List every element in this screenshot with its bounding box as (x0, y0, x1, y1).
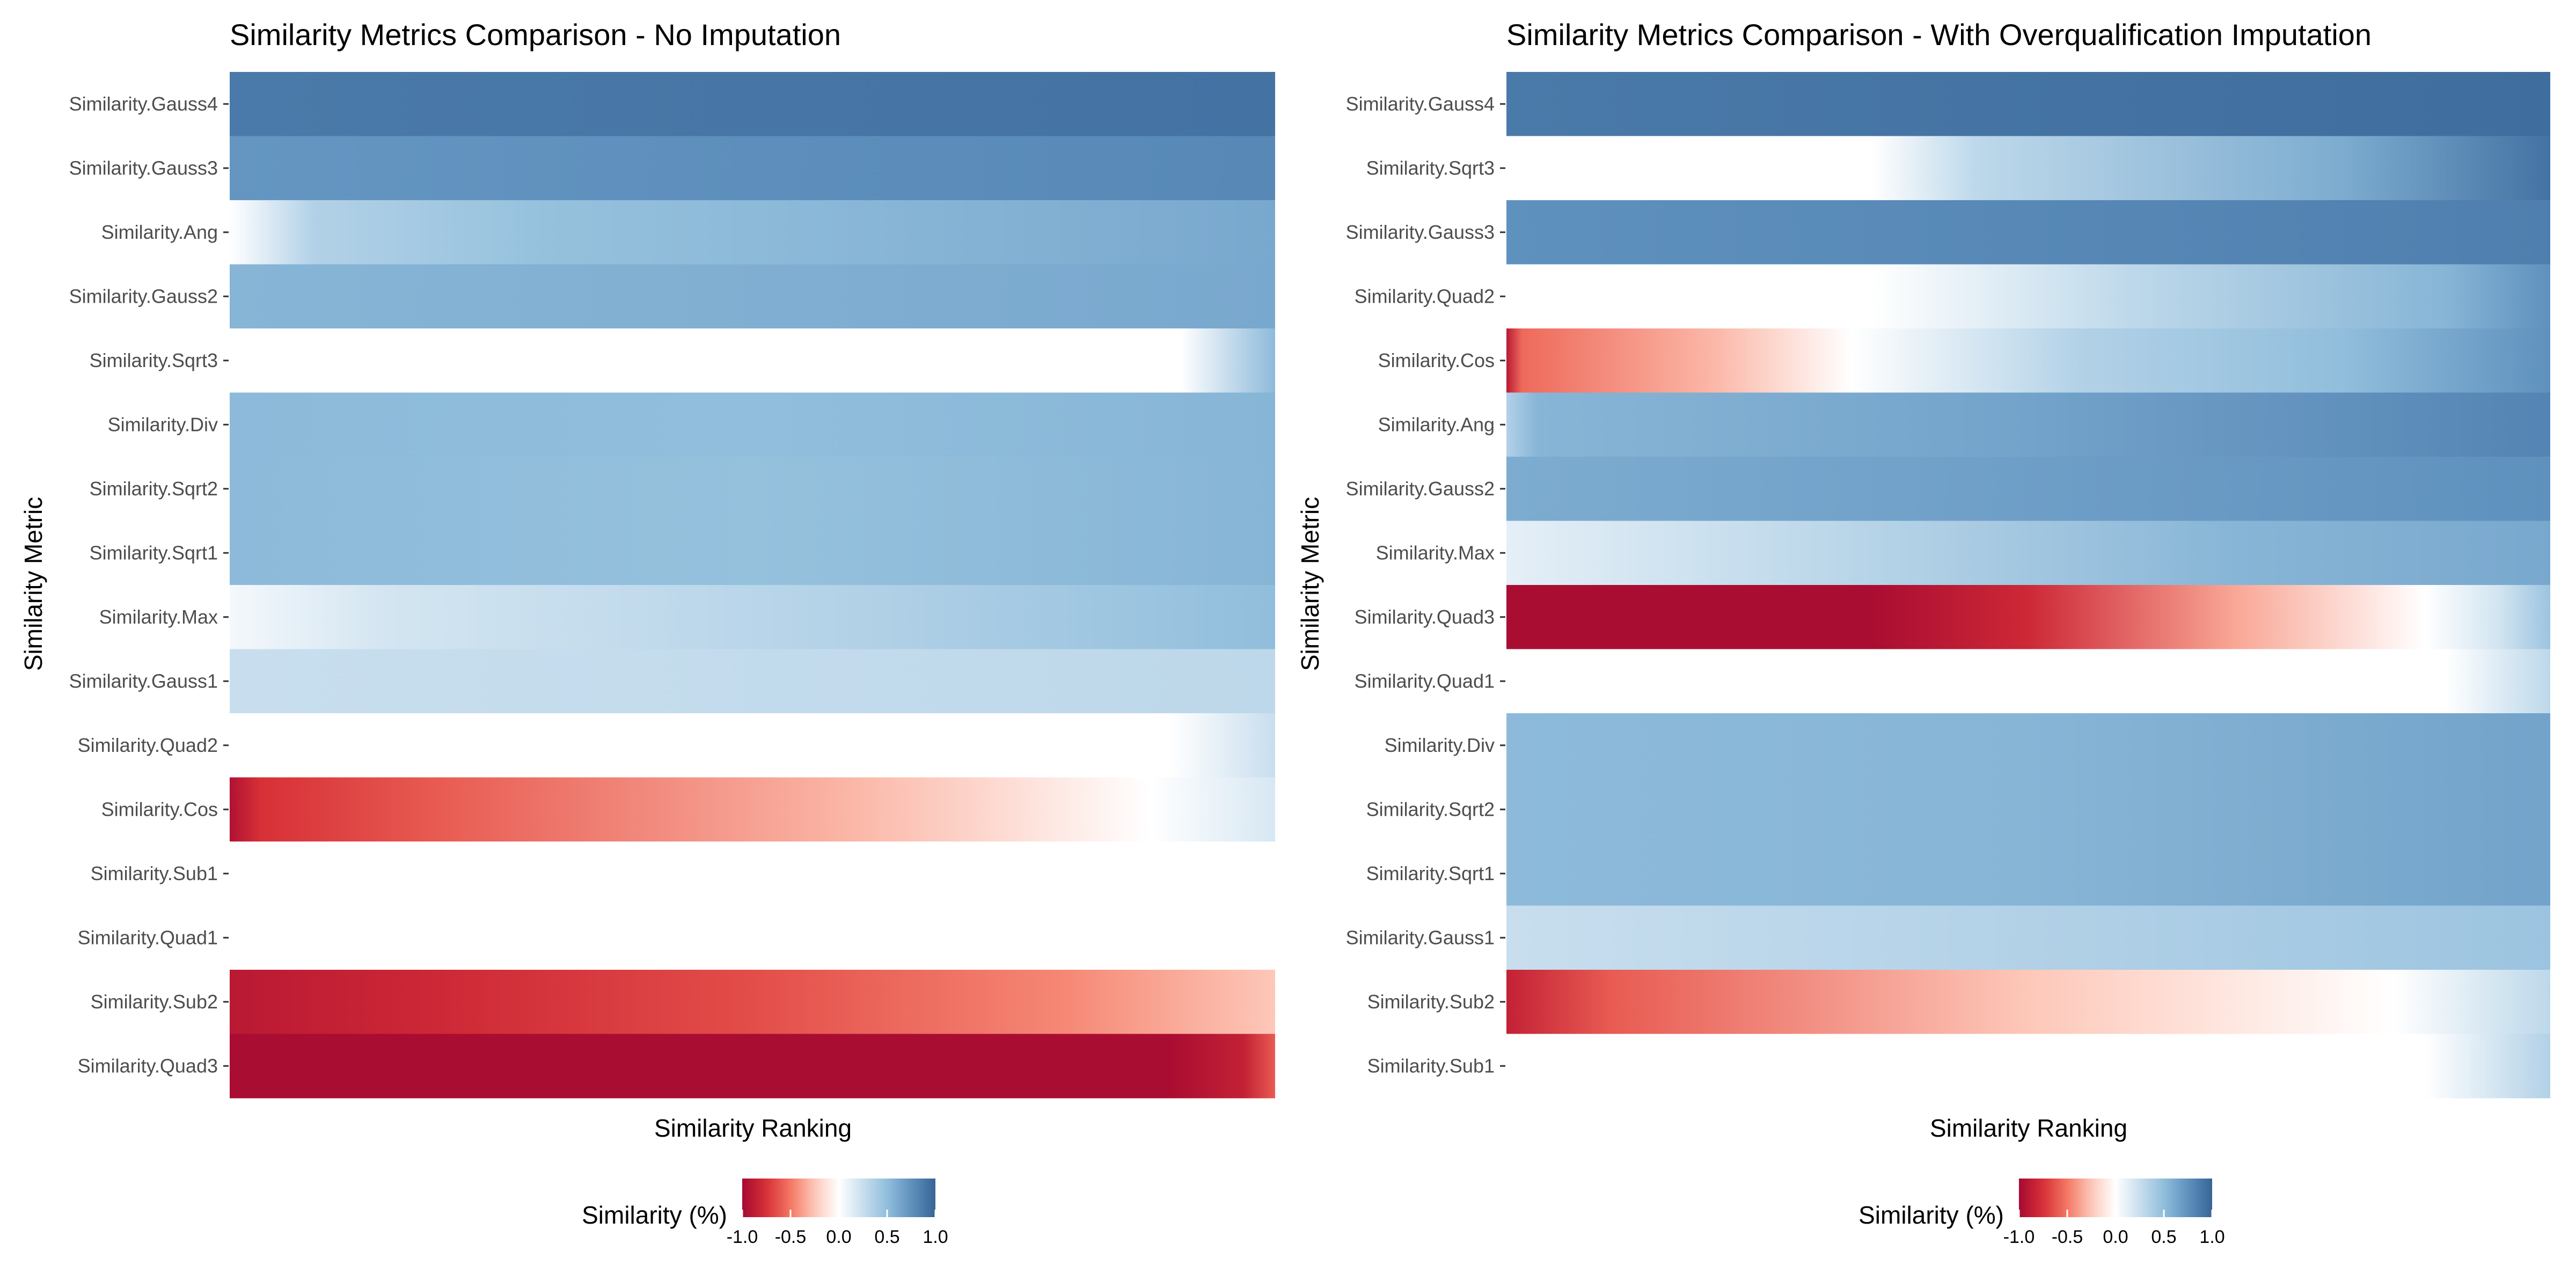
y-tick-label: Similarity.Cos (101, 798, 218, 820)
legend-title: Similarity (%) (582, 1201, 727, 1229)
heatmap-row-similarity-gauss1 (1506, 905, 2550, 970)
y-tick-label: Similarity.Quad2 (1355, 285, 1495, 307)
legend-title: Similarity (%) (1858, 1201, 2004, 1229)
heatmap-row-similarity-sqrt2 (1506, 777, 2550, 842)
y-tick-label: Similarity.Div (1385, 734, 1495, 756)
color-legend: Similarity (%) -1.0 -0.5 0.0 0.5 1.0 (582, 1179, 948, 1247)
heatmap-row-similarity-max (230, 585, 1275, 649)
y-tick-label: Similarity.Gauss4 (69, 93, 218, 115)
legend-tick-label: 0.0 (2103, 1227, 2128, 1247)
y-tick-label: Similarity.Gauss2 (69, 285, 218, 307)
heatmap-row-similarity-cos (230, 777, 1275, 842)
y-tick-label: Similarity.Sqrt2 (90, 478, 218, 500)
y-tick-label: Similarity.Quad3 (78, 1055, 218, 1077)
legend-tick-label: -1.0 (2003, 1227, 2035, 1247)
y-axis-title: Similarity Metric (19, 497, 47, 671)
heatmap-row-similarity-sqrt3 (230, 328, 1275, 393)
heatmap-row-similarity-sqrt1 (1506, 841, 2550, 906)
heatmap-row-similarity-gauss2 (1506, 457, 2550, 521)
y-tick-label: Similarity.Cos (1378, 349, 1495, 371)
legend-tick-label: -0.5 (2052, 1227, 2083, 1247)
heatmap-row-similarity-sqrt3 (1506, 136, 2550, 201)
heatmap-row-similarity-gauss3 (1506, 200, 2550, 265)
y-tick-label: Similarity.Quad1 (78, 926, 218, 948)
y-tick-label: Similarity.Max (1376, 541, 1495, 564)
heatmap-row-similarity-sub2 (1506, 970, 2550, 1034)
heatmap-row-similarity-max (1506, 521, 2550, 586)
heatmap-row-similarity-gauss1 (230, 649, 1275, 714)
heatmap-row-similarity-quad3 (1506, 585, 2550, 649)
heatmap-panel-with-imputation: Similarity Metrics Comparison - With Ove… (1296, 18, 2550, 1247)
chart-title: Similarity Metrics Comparison - No Imput… (230, 18, 841, 52)
y-tick-label: Similarity.Sub2 (1367, 991, 1495, 1013)
color-legend: Similarity (%) -1.0 -0.5 0.0 0.5 1.0 (1858, 1179, 2225, 1247)
legend-tick-label: -1.0 (727, 1227, 758, 1247)
heatmap-row-similarity-sub2 (230, 970, 1275, 1034)
heatmap-rows (230, 72, 1275, 1099)
heatmap-rows (1506, 72, 2550, 1099)
heatmap-row-similarity-sqrt1 (230, 521, 1275, 586)
heatmap-row-similarity-quad2 (230, 713, 1275, 778)
heatmap-row-similarity-quad2 (1506, 264, 2550, 329)
y-tick-labels: Similarity.Gauss4 Similarity.Gauss3 Simila… (69, 93, 229, 1077)
y-tick-label: Similarity.Sqrt3 (1366, 157, 1495, 179)
heatmap-row-similarity-sub1 (230, 841, 1275, 906)
legend-tick-label: 1.0 (2199, 1227, 2224, 1247)
y-tick-label: Similarity.Gauss1 (1346, 926, 1495, 948)
heatmap-row-similarity-quad1 (230, 905, 1275, 970)
y-tick-label: Similarity.Gauss3 (69, 157, 218, 179)
y-tick-label: Similarity.Sqrt3 (90, 349, 218, 371)
y-tick-label: Similarity.Sqrt2 (1366, 798, 1495, 820)
chart-title: Similarity Metrics Comparison - With Ove… (1506, 18, 2372, 52)
heatmap-row-similarity-gauss2 (230, 264, 1275, 329)
y-tick-label: Similarity.Sub1 (91, 862, 218, 884)
y-tick-label: Similarity.Max (99, 606, 218, 628)
y-tick-label: Similarity.Gauss4 (1346, 93, 1495, 115)
heatmap-panel-no-imputation: Similarity Metrics Comparison - No Imput… (19, 18, 1275, 1247)
y-tick-label: Similarity.Ang (101, 221, 218, 243)
legend-tick-label: 0.5 (2151, 1227, 2176, 1247)
y-tick-labels: Similarity.Gauss4 Similarity.Sqrt3 Similar… (1346, 93, 1505, 1077)
y-tick-label: Similarity.Div (108, 413, 218, 435)
legend-tick-label: -0.5 (775, 1227, 807, 1247)
legend-tick-label: 0.0 (826, 1227, 851, 1247)
heatmap-row-similarity-ang (230, 200, 1275, 265)
heatmap-row-similarity-sub1 (1506, 1034, 2550, 1099)
y-tick-label: Similarity.Gauss2 (1346, 478, 1495, 500)
y-tick-label: Similarity.Sub1 (1367, 1055, 1495, 1077)
heatmap-row-similarity-sqrt2 (230, 457, 1275, 521)
heatmap-row-similarity-quad3 (230, 1034, 1275, 1099)
y-axis-title: Similarity Metric (1296, 497, 1324, 671)
y-tick-label: Similarity.Quad2 (78, 734, 218, 756)
heatmap-row-similarity-quad1 (1506, 649, 2550, 714)
legend-ticks: -1.0 -0.5 0.0 0.5 1.0 (727, 1210, 948, 1247)
y-tick-label: Similarity.Quad3 (1355, 606, 1495, 628)
heatmap-row-similarity-gauss3 (230, 136, 1275, 201)
legend-ticks: -1.0 -0.5 0.0 0.5 1.0 (2003, 1210, 2225, 1247)
heatmap-row-similarity-cos (1506, 328, 2550, 393)
y-tick-label: Similarity.Sqrt1 (90, 541, 218, 564)
legend-tick-label: 1.0 (923, 1227, 948, 1247)
y-tick-label: Similarity.Ang (1378, 413, 1495, 435)
heatmap-row-similarity-gauss4 (230, 72, 1275, 136)
heatmap-row-similarity-div (1506, 713, 2550, 778)
y-tick-label: Similarity.Quad1 (1355, 670, 1495, 692)
y-tick-label: Similarity.Sqrt1 (1366, 862, 1495, 884)
heatmap-row-similarity-div (230, 392, 1275, 457)
x-axis-title: Similarity Ranking (1930, 1114, 2127, 1142)
heatmap-row-similarity-ang (1506, 392, 2550, 457)
y-tick-label: Similarity.Sub2 (91, 991, 218, 1013)
heatmap-row-similarity-gauss4 (1506, 72, 2550, 136)
y-tick-label: Similarity.Gauss1 (69, 670, 218, 692)
legend-tick-label: 0.5 (874, 1227, 899, 1247)
y-tick-label: Similarity.Gauss3 (1346, 221, 1495, 243)
x-axis-title: Similarity Ranking (654, 1114, 852, 1142)
